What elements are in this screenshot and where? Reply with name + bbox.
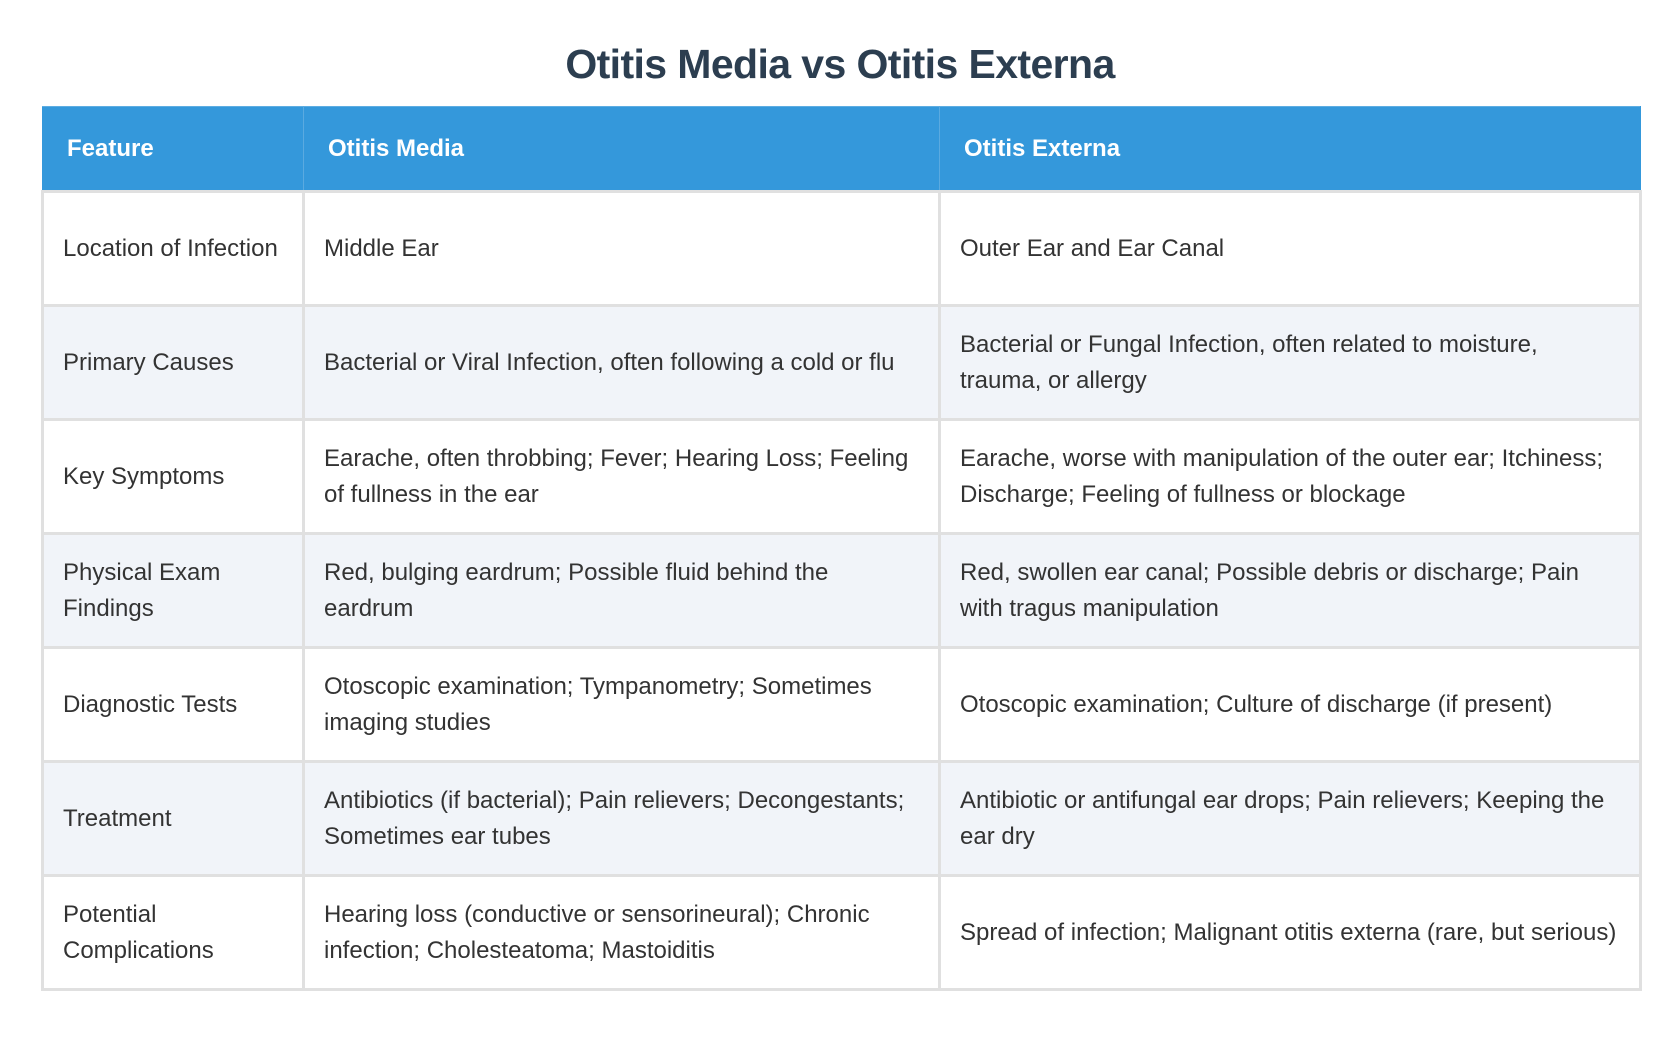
otitis-media-cell: Otoscopic examination; Tympanometry; Som… — [302, 646, 941, 763]
table-row: Diagnostic Tests Otoscopic examination; … — [41, 646, 1642, 763]
table-row: Potential Complications Hearing loss (co… — [41, 874, 1642, 991]
otitis-externa-cell: Otoscopic examination; Culture of discha… — [938, 646, 1642, 763]
otitis-media-cell: Red, bulging eardrum; Possible fluid beh… — [302, 532, 941, 649]
otitis-externa-cell: Antibiotic or antifungal ear drops; Pain… — [938, 760, 1642, 877]
otitis-media-cell: Earache, often throbbing; Fever; Hearing… — [302, 418, 941, 535]
header-otitis-media: Otitis Media — [303, 106, 940, 192]
header-feature: Feature — [42, 106, 304, 192]
otitis-media-cell: Bacterial or Viral Infection, often foll… — [302, 304, 941, 421]
header-otitis-externa: Otitis Externa — [939, 106, 1641, 192]
feature-cell: Diagnostic Tests — [41, 646, 305, 763]
feature-cell: Primary Causes — [41, 304, 305, 421]
table-header: Feature Otitis Media Otitis Externa — [42, 106, 1641, 192]
table-body: Location of Infection Middle Ear Outer E… — [41, 190, 1642, 991]
feature-cell: Treatment — [41, 760, 305, 877]
feature-cell: Location of Infection — [41, 190, 305, 307]
table-row: Physical Exam Findings Red, bulging eard… — [41, 532, 1642, 649]
table-row: Primary Causes Bacterial or Viral Infect… — [41, 304, 1642, 421]
feature-cell: Potential Complications — [41, 874, 305, 991]
table-row: Location of Infection Middle Ear Outer E… — [41, 190, 1642, 307]
table-row: Treatment Antibiotics (if bacterial); Pa… — [41, 760, 1642, 877]
otitis-media-cell: Middle Ear — [302, 190, 941, 307]
table-row: Key Symptoms Earache, often throbbing; F… — [41, 418, 1642, 535]
header-row: Feature Otitis Media Otitis Externa — [42, 106, 1641, 192]
feature-cell: Key Symptoms — [41, 418, 305, 535]
otitis-externa-cell: Earache, worse with manipulation of the … — [938, 418, 1642, 535]
otitis-externa-cell: Red, swollen ear canal; Possible debris … — [938, 532, 1642, 649]
page-title: Otitis Media vs Otitis Externa — [565, 41, 1115, 87]
comparison-table-container: Feature Otitis Media Otitis Externa Loca… — [41, 106, 1642, 991]
otitis-externa-cell: Outer Ear and Ear Canal — [938, 190, 1642, 307]
otitis-externa-cell: Spread of infection; Malignant otitis ex… — [938, 874, 1642, 991]
otitis-media-cell: Hearing loss (conductive or sensorineura… — [302, 874, 941, 991]
comparison-table: Feature Otitis Media Otitis Externa Loca… — [41, 106, 1642, 991]
otitis-media-cell: Antibiotics (if bacterial); Pain relieve… — [302, 760, 941, 877]
feature-cell: Physical Exam Findings — [41, 532, 305, 649]
otitis-externa-cell: Bacterial or Fungal Infection, often rel… — [938, 304, 1642, 421]
